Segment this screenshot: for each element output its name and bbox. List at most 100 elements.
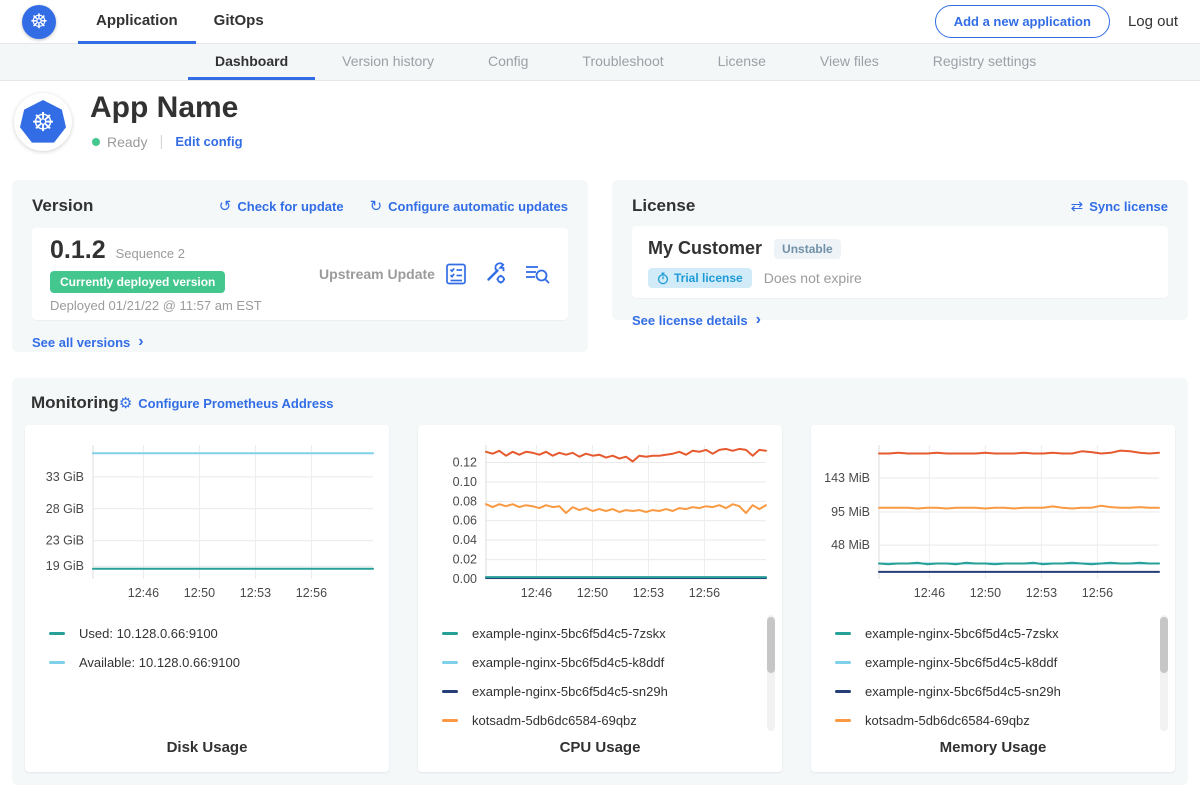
legend-label: example-nginx-5bc6f5d4c5-k8ddf <box>472 655 664 670</box>
svg-text:12:53: 12:53 <box>240 586 271 600</box>
chart-plot: 143 MiB95 MiB48 MiB12:4612:5012:5312:56 <box>821 437 1165 605</box>
legend-label: kotsadm-5db6dc6584-69qbz <box>865 713 1030 728</box>
tab-troubleshoot[interactable]: Troubleshoot <box>555 44 690 80</box>
tab-version-history[interactable]: Version history <box>315 44 461 80</box>
svg-text:12:50: 12:50 <box>577 586 608 600</box>
legend-item: example-nginx-5bc6f5d4c5-k8ddf <box>835 648 1165 677</box>
trial-license-badge: Trial license <box>648 268 752 288</box>
license-expiry: Does not expire <box>764 270 862 286</box>
legend-scrollbar-thumb[interactable] <box>1160 617 1168 673</box>
app-subnav: Dashboard Version history Config Trouble… <box>0 44 1200 81</box>
update-type-label: Upstream Update <box>310 266 444 282</box>
top-nav-actions: Add a new application Log out <box>935 5 1178 38</box>
app-status-row: Ready | Edit config <box>92 133 243 150</box>
license-details-box: My Customer Unstable Trial license Does … <box>632 226 1168 298</box>
chart-legend: example-nginx-5bc6f5d4c5-7zskxexample-ng… <box>442 619 772 735</box>
see-all-versions-link[interactable]: See all versions › <box>32 333 144 351</box>
legend-swatch-icon <box>49 632 65 635</box>
legend-swatch-icon <box>442 632 458 635</box>
preflight-checks-icon[interactable] <box>444 262 468 286</box>
svg-text:28 GiB: 28 GiB <box>46 502 84 516</box>
svg-text:12:50: 12:50 <box>970 586 1001 600</box>
configure-prometheus-link[interactable]: ⚙ Configure Prometheus Address <box>119 394 334 412</box>
channel-badge: Unstable <box>774 239 841 259</box>
tab-config[interactable]: Config <box>461 44 555 80</box>
logout-link[interactable]: Log out <box>1128 13 1178 30</box>
svg-text:12:46: 12:46 <box>128 586 159 600</box>
svg-text:12:46: 12:46 <box>914 586 945 600</box>
legend-swatch-icon <box>835 661 851 664</box>
tab-dashboard[interactable]: Dashboard <box>188 44 315 80</box>
disk-usage-chart-card: 33 GiB28 GiB23 GiB19 GiB12:4612:5012:531… <box>25 425 389 772</box>
chart-title: Memory Usage <box>811 739 1175 756</box>
legend-swatch-icon <box>835 632 851 635</box>
tab-gitops[interactable]: GitOps <box>196 0 282 44</box>
customer-name: My Customer <box>648 238 762 259</box>
page-title: App Name <box>90 91 238 125</box>
view-logs-icon[interactable] <box>524 262 550 286</box>
kubernetes-helm-icon: ☸ <box>20 100 66 144</box>
gear-icon: ⚙ <box>119 394 132 412</box>
stopwatch-icon <box>657 272 669 285</box>
charts-row: 33 GiB28 GiB23 GiB19 GiB12:4612:5012:531… <box>25 425 1175 772</box>
configure-automatic-updates-link[interactable]: ↻ Configure automatic updates <box>370 197 568 215</box>
chevron-right-icon: › <box>138 333 143 351</box>
legend-item: example-nginx-5bc6f5d4c5-sn29h <box>442 677 772 706</box>
legend-item: kotsadm-5db6dc6584-69qbz <box>442 706 772 735</box>
svg-text:48 MiB: 48 MiB <box>831 538 870 552</box>
tab-view-files[interactable]: View files <box>793 44 906 80</box>
refresh-icon: ↺ <box>219 197 232 215</box>
svg-text:12:50: 12:50 <box>184 586 215 600</box>
edit-config-link[interactable]: Edit config <box>175 134 242 149</box>
svg-text:12:53: 12:53 <box>1026 586 1057 600</box>
legend-label: Available: 10.128.0.66:9100 <box>79 655 240 670</box>
chart-title: CPU Usage <box>418 739 782 756</box>
legend-scrollbar-thumb[interactable] <box>767 617 775 673</box>
version-card: Version ↺ Check for update ↻ Configure a… <box>12 180 588 352</box>
svg-text:0.08: 0.08 <box>453 494 477 508</box>
tab-application[interactable]: Application <box>78 0 196 44</box>
svg-text:19 GiB: 19 GiB <box>46 559 84 573</box>
chart-legend: example-nginx-5bc6f5d4c5-7zskx example-ng… <box>835 619 1165 735</box>
legend-swatch-icon <box>835 719 851 722</box>
svg-text:12:56: 12:56 <box>689 586 720 600</box>
legend-label: kotsadm-5db6dc6584-69qbz <box>472 713 637 728</box>
sync-arrows-icon: ⇄ <box>1071 197 1084 215</box>
legend-scrollbar[interactable] <box>1160 615 1168 731</box>
legend-swatch-icon <box>49 661 65 664</box>
divider: | <box>159 133 163 150</box>
svg-text:0.06: 0.06 <box>453 514 477 528</box>
see-license-details-link[interactable]: See license details › <box>632 311 761 329</box>
version-number: 0.1.2 <box>50 236 106 265</box>
legend-item: example-nginx-5bc6f5d4c5-k8ddf <box>442 648 772 677</box>
memory-usage-chart-card: 143 MiB95 MiB48 MiB12:4612:5012:5312:56e… <box>811 425 1175 772</box>
add-application-button[interactable]: Add a new application <box>935 5 1110 38</box>
cpu-usage-chart-card: 0.120.100.080.060.040.020.0012:4612:5012… <box>418 425 782 772</box>
ready-status-dot-icon <box>92 138 100 146</box>
legend-scrollbar[interactable] <box>767 615 775 731</box>
clock-refresh-icon: ↻ <box>370 197 383 215</box>
license-card-title: License <box>632 196 695 216</box>
config-wrench-icon[interactable] <box>484 262 508 286</box>
svg-text:0.10: 0.10 <box>453 475 477 489</box>
currently-deployed-badge: Currently deployed version <box>50 271 225 293</box>
tab-license[interactable]: License <box>691 44 793 80</box>
legend-label: example-nginx-5bc6f5d4c5-sn29h <box>472 684 668 699</box>
version-card-title: Version <box>32 196 93 216</box>
legend-swatch-icon <box>835 690 851 693</box>
legend-label: example-nginx-5bc6f5d4c5-sn29h <box>865 684 1061 699</box>
legend-swatch-icon <box>442 661 458 664</box>
chart-plot: 0.120.100.080.060.040.020.0012:4612:5012… <box>428 437 772 605</box>
sync-license-link[interactable]: ⇄ Sync license <box>1071 197 1168 215</box>
check-for-update-link[interactable]: ↺ Check for update <box>219 197 344 215</box>
svg-text:12:56: 12:56 <box>296 586 327 600</box>
legend-item: Available: 10.128.0.66:9100 <box>49 648 379 677</box>
svg-text:12:56: 12:56 <box>1082 586 1113 600</box>
svg-text:12:53: 12:53 <box>633 586 664 600</box>
chevron-right-icon: › <box>756 311 761 329</box>
legend-swatch-icon <box>442 719 458 722</box>
legend-label: example-nginx-5bc6f5d4c5-7zskx <box>865 626 1059 641</box>
legend-item: example-nginx-5bc6f5d4c5-sn29h <box>835 677 1165 706</box>
svg-text:0.00: 0.00 <box>453 572 477 586</box>
tab-registry-settings[interactable]: Registry settings <box>906 44 1063 80</box>
